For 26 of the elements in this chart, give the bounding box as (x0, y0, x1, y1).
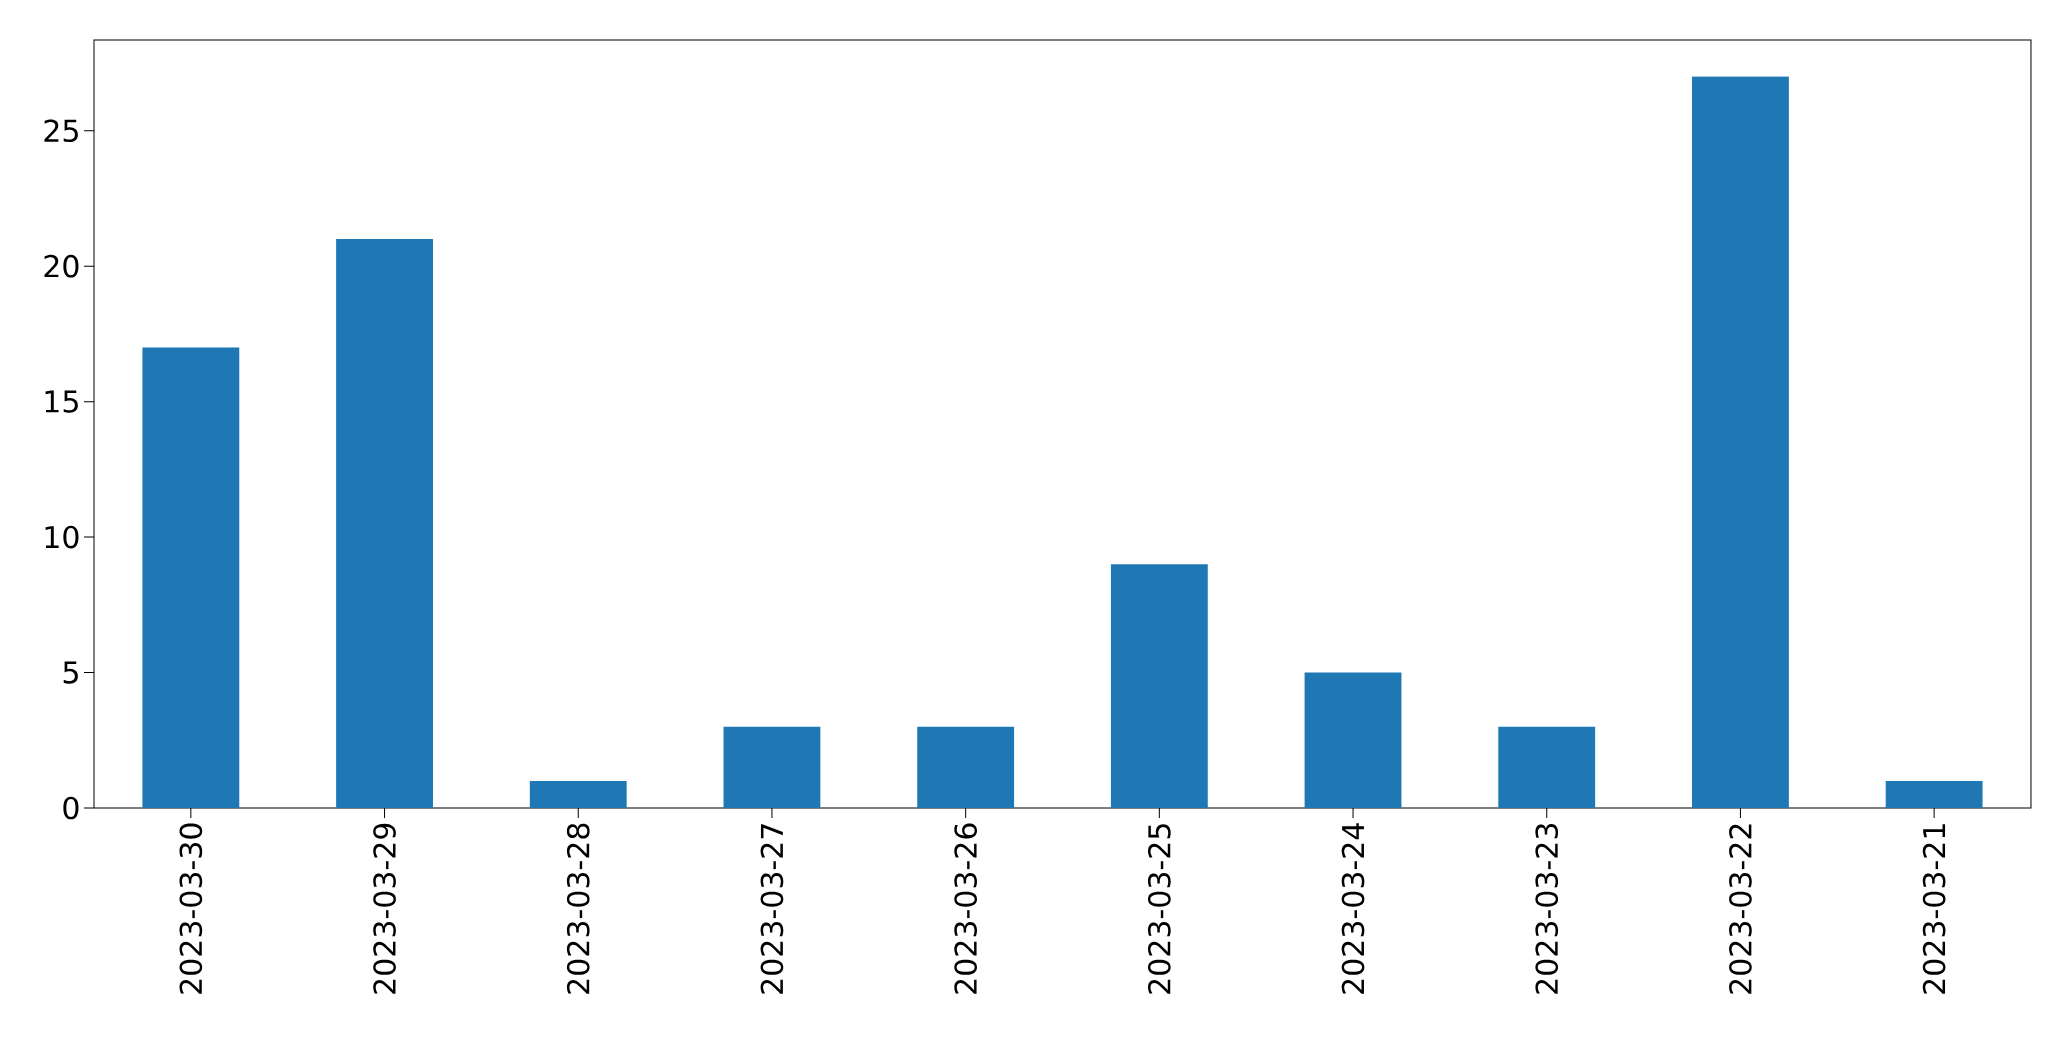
x-tick-label: 2023-03-27 (760, 824, 784, 994)
bar (723, 726, 821, 808)
x-tick-label: 2023-03-25 (1147, 824, 1171, 994)
bar (1885, 780, 1983, 808)
y-tick-label: 20 (44, 254, 79, 278)
x-tick-label: 2023-03-23 (1535, 823, 1559, 994)
bar (1110, 564, 1208, 808)
bar (1304, 672, 1402, 808)
x-tick-label: 2023-03-28 (566, 823, 590, 994)
y-tick-label: 25 (44, 119, 78, 143)
x-tick-label: 2023-03-21 (1922, 824, 1946, 994)
bar (529, 780, 627, 808)
y-tick-label: 10 (45, 525, 79, 549)
x-tick-label: 2023-03-26 (954, 823, 977, 994)
bar (1498, 726, 1596, 808)
y-tick-label: 15 (45, 390, 78, 413)
y-tick-label: 5 (63, 661, 78, 684)
x-tick-label: 2023-03-29 (373, 823, 396, 994)
bar (142, 347, 240, 808)
bar (917, 726, 1015, 808)
x-tick-label: 2023-03-30 (179, 823, 203, 994)
bar (1692, 76, 1789, 808)
y-tick-label: 0 (63, 796, 79, 820)
bar (336, 239, 433, 808)
x-tick-label: 2023-03-24 (1341, 823, 1365, 994)
x-tick-label: 2023-03-22 (1729, 824, 1752, 994)
